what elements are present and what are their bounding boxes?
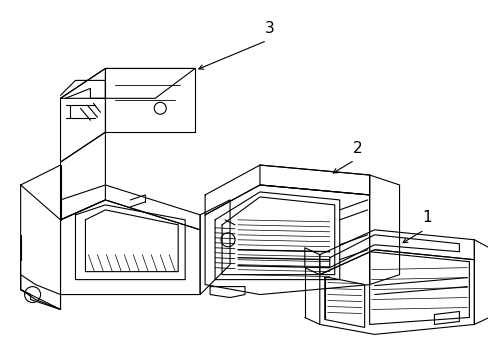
Text: 1: 1 bbox=[422, 210, 431, 225]
Text: 3: 3 bbox=[264, 21, 274, 36]
Text: 2: 2 bbox=[352, 141, 362, 156]
